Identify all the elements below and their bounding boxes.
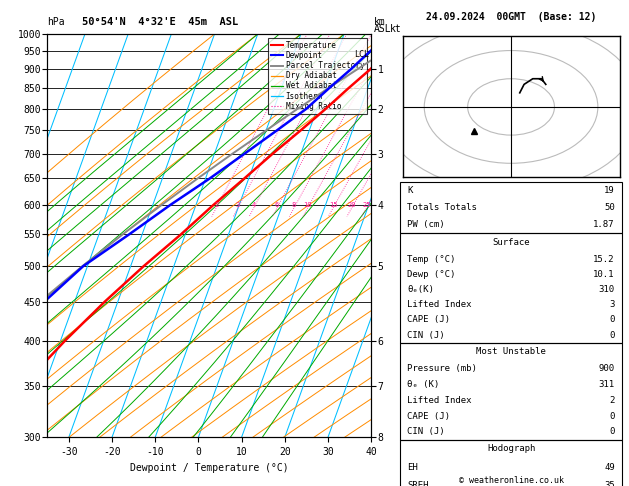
Text: SREH: SREH: [408, 481, 429, 486]
Text: Lifted Index: Lifted Index: [408, 396, 472, 405]
Text: Pressure (mb): Pressure (mb): [408, 364, 477, 373]
Text: km: km: [374, 17, 386, 27]
Text: EH: EH: [408, 463, 418, 472]
Text: 50: 50: [604, 203, 615, 212]
Text: 310: 310: [599, 285, 615, 294]
Text: 2: 2: [610, 396, 615, 405]
Text: Hodograph: Hodograph: [487, 444, 535, 453]
Text: Totals Totals: Totals Totals: [408, 203, 477, 212]
Text: 35: 35: [604, 481, 615, 486]
Text: 10: 10: [303, 202, 312, 208]
Text: LCL: LCL: [354, 50, 369, 59]
Text: 2: 2: [214, 202, 218, 208]
Text: 25: 25: [362, 202, 370, 208]
Text: θₑ(K): θₑ(K): [408, 285, 434, 294]
Text: CIN (J): CIN (J): [408, 330, 445, 340]
Text: 24.09.2024  00GMT  (Base: 12): 24.09.2024 00GMT (Base: 12): [426, 12, 596, 22]
Bar: [400, 440, 622, 486]
Text: 0: 0: [610, 412, 615, 421]
Text: 0: 0: [610, 330, 615, 340]
Text: CAPE (J): CAPE (J): [408, 412, 450, 421]
Bar: [400, 233, 622, 343]
Text: 900: 900: [599, 364, 615, 373]
Legend: Temperature, Dewpoint, Parcel Trajectory, Dry Adiabat, Wet Adiabat, Isotherm, Mi: Temperature, Dewpoint, Parcel Trajectory…: [268, 38, 367, 114]
Text: 10.1: 10.1: [593, 270, 615, 279]
Text: 50°54'N  4°32'E  45m  ASL: 50°54'N 4°32'E 45m ASL: [82, 17, 238, 27]
Text: Most Unstable: Most Unstable: [476, 347, 546, 356]
Text: 49: 49: [604, 463, 615, 472]
Text: 0: 0: [610, 428, 615, 436]
Text: 6: 6: [275, 202, 279, 208]
Text: Temp (°C): Temp (°C): [408, 255, 455, 264]
Text: 15: 15: [329, 202, 337, 208]
Text: kt: kt: [389, 24, 401, 34]
Text: CIN (J): CIN (J): [408, 428, 445, 436]
Text: 3: 3: [236, 202, 240, 208]
Text: θₑ (K): θₑ (K): [408, 380, 440, 389]
Text: 19: 19: [604, 186, 615, 195]
Bar: [400, 182, 622, 233]
Text: 1.87: 1.87: [593, 220, 615, 229]
Text: 4: 4: [252, 202, 256, 208]
Text: © weatheronline.co.uk: © weatheronline.co.uk: [459, 476, 564, 485]
Bar: [400, 343, 622, 440]
Text: hPa: hPa: [47, 17, 65, 27]
Text: Lifted Index: Lifted Index: [408, 300, 472, 309]
Text: ASL: ASL: [374, 24, 392, 34]
Text: K: K: [408, 186, 413, 195]
Text: PW (cm): PW (cm): [408, 220, 445, 229]
Text: CAPE (J): CAPE (J): [408, 315, 450, 325]
Text: 8: 8: [292, 202, 296, 208]
Text: 15.2: 15.2: [593, 255, 615, 264]
Text: 0: 0: [610, 315, 615, 325]
Text: Dewp (°C): Dewp (°C): [408, 270, 455, 279]
Text: 20: 20: [347, 202, 356, 208]
Text: 3: 3: [610, 300, 615, 309]
Text: Surface: Surface: [493, 238, 530, 246]
Text: 311: 311: [599, 380, 615, 389]
X-axis label: Dewpoint / Temperature (°C): Dewpoint / Temperature (°C): [130, 463, 289, 473]
